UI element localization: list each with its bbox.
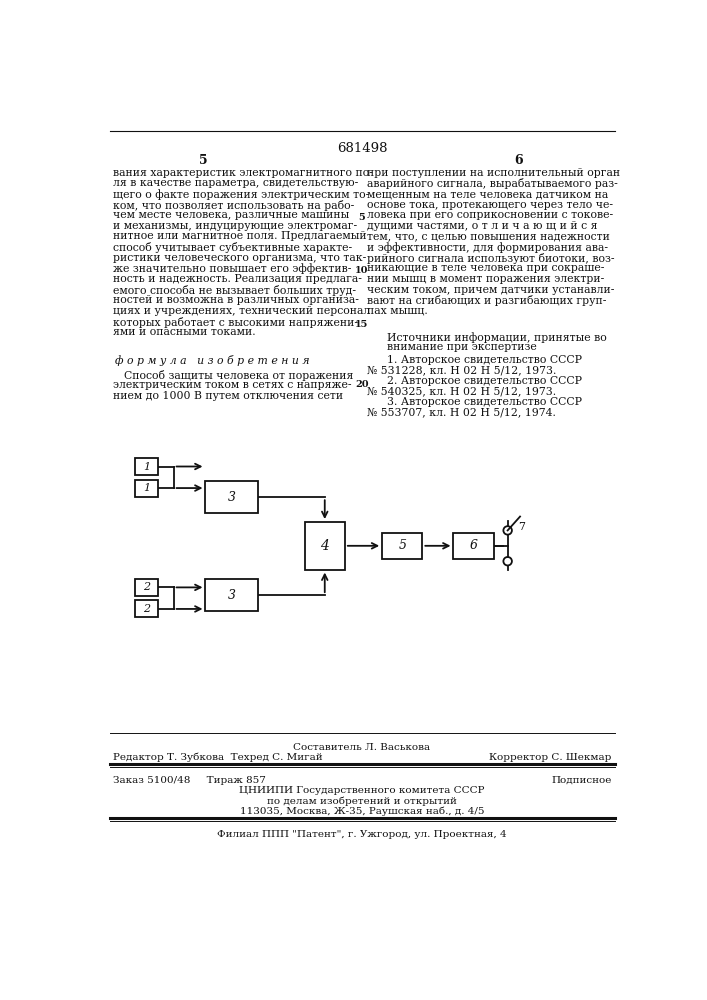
- Text: нитное или магнитное поля. Предлагаемый: нитное или магнитное поля. Предлагаемый: [113, 231, 367, 241]
- Text: аварийного сигнала, вырабатываемого раз-: аварийного сигнала, вырабатываемого раз-: [368, 178, 618, 189]
- Text: 681498: 681498: [337, 142, 387, 155]
- Text: 3: 3: [228, 491, 235, 504]
- Text: Способ защиты человека от поражения: Способ защиты человека от поражения: [124, 370, 354, 381]
- Text: внимание при экспертизе: внимание при экспертизе: [387, 342, 537, 352]
- Text: Корректор С. Шекмар: Корректор С. Шекмар: [489, 753, 612, 762]
- Text: электрическим током в сетях с напряже-: электрическим током в сетях с напряже-: [113, 380, 351, 390]
- Text: ЦНИИПИ Государственного комитета СССР: ЦНИИПИ Государственного комитета СССР: [239, 786, 485, 795]
- Text: которых работает с высокими напряжени-: которых работает с высокими напряжени-: [113, 317, 358, 328]
- Text: чем месте человека, различные машины: чем месте человека, различные машины: [113, 210, 349, 220]
- Text: 5: 5: [358, 213, 366, 222]
- Text: ля в качестве параметра, свидетельствую-: ля в качестве параметра, свидетельствую-: [113, 178, 358, 188]
- Bar: [305, 522, 345, 570]
- Text: ловека при его соприкосновении с токове-: ловека при его соприкосновении с токове-: [368, 210, 614, 220]
- Text: 5: 5: [199, 154, 207, 167]
- Text: способ учитывает субъективные характе-: способ учитывает субъективные характе-: [113, 242, 352, 253]
- Text: 2. Авторское свидетельство СССР: 2. Авторское свидетельство СССР: [387, 376, 582, 386]
- Text: вания характеристик электромагнитного по-: вания характеристик электромагнитного по…: [113, 168, 373, 178]
- Bar: [135, 600, 158, 617]
- Text: пах мышц.: пах мышц.: [368, 306, 428, 316]
- Text: 1. Авторское свидетельство СССР: 1. Авторское свидетельство СССР: [387, 355, 582, 365]
- Text: 4: 4: [320, 539, 329, 553]
- Text: 3: 3: [228, 589, 235, 602]
- Text: ностей и возможна в различных организа-: ностей и возможна в различных организа-: [113, 295, 359, 305]
- Text: же значительно повышает его эффектив-: же значительно повышает его эффектив-: [113, 263, 351, 274]
- Text: Подписное: Подписное: [551, 776, 612, 785]
- Text: Источники информации, принятые во: Источники информации, принятые во: [387, 332, 607, 343]
- Text: ность и надежность. Реализация предлага-: ность и надежность. Реализация предлага-: [113, 274, 362, 284]
- Text: 7: 7: [518, 522, 525, 532]
- Text: емого способа не вызывает больших труд-: емого способа не вызывает больших труд-: [113, 285, 356, 296]
- Text: 1: 1: [143, 483, 150, 493]
- Text: никающие в теле человека при сокраше-: никающие в теле человека при сокраше-: [368, 263, 604, 273]
- Text: мещенным на теле человека датчиком на: мещенным на теле человека датчиком на: [368, 189, 609, 199]
- Text: по делам изобретений и открытий: по делам изобретений и открытий: [267, 796, 457, 806]
- Text: дущими частями, о т л и ч а ю щ и й с я: дущими частями, о т л и ч а ю щ и й с я: [368, 221, 598, 231]
- Text: основе тока, протекающего через тело че-: основе тока, протекающего через тело че-: [368, 200, 614, 210]
- Text: 6: 6: [514, 154, 522, 167]
- Text: Составитель Л. Васькова: Составитель Л. Васькова: [293, 743, 431, 752]
- Text: 15: 15: [355, 320, 368, 329]
- Text: щего о факте поражения электрическим то-: щего о факте поражения электрическим то-: [113, 189, 370, 200]
- Bar: [206, 481, 258, 513]
- Text: и механизмы, индуцирующие электромаг-: и механизмы, индуцирующие электромаг-: [113, 221, 357, 231]
- Text: ф о р м у л а   и з о б р е т е н и я: ф о р м у л а и з о б р е т е н и я: [115, 355, 310, 366]
- Text: рийного сигнала используют биотоки, воз-: рийного сигнала используют биотоки, воз-: [368, 253, 615, 264]
- Text: Редактор Т. Зубкова  Техред С. Мигай: Редактор Т. Зубкова Техред С. Мигай: [113, 753, 323, 762]
- Text: ристики человеческого организма, что так-: ристики человеческого организма, что так…: [113, 253, 366, 263]
- Text: Филиал ППП "Патент", г. Ужгород, ул. Проектная, 4: Филиал ППП "Патент", г. Ужгород, ул. Про…: [217, 830, 507, 839]
- Text: 6: 6: [469, 539, 477, 552]
- Text: ческим током, причем датчики устанавли-: ческим током, причем датчики устанавли-: [368, 285, 615, 295]
- Text: 10: 10: [355, 266, 368, 275]
- Text: и эффективности, для формирования ава-: и эффективности, для формирования ава-: [368, 242, 609, 253]
- Text: ком, что позволяет использовать на рабо-: ком, что позволяет использовать на рабо-: [113, 200, 354, 211]
- Bar: [135, 579, 158, 596]
- Text: ями и опасными токами.: ями и опасными токами.: [113, 327, 256, 337]
- Text: 5: 5: [398, 539, 407, 552]
- Bar: [453, 533, 493, 559]
- Text: 3. Авторское свидетельство СССР: 3. Авторское свидетельство СССР: [387, 397, 582, 407]
- Text: 2: 2: [143, 582, 150, 592]
- Text: циях и учреждениях, технический персонал: циях и учреждениях, технический персонал: [113, 306, 370, 316]
- Text: 113035, Москва, Ж-35, Раушская наб., д. 4/5: 113035, Москва, Ж-35, Раушская наб., д. …: [240, 806, 484, 816]
- Bar: [206, 579, 258, 611]
- Text: тем, что, с целью повышения надежности: тем, что, с целью повышения надежности: [368, 231, 610, 241]
- Bar: [382, 533, 422, 559]
- Text: вают на сгибающих и разгибающих груп-: вают на сгибающих и разгибающих груп-: [368, 295, 607, 306]
- Text: нии мышц в момент поражения электри-: нии мышц в момент поражения электри-: [368, 274, 604, 284]
- Text: при поступлении на исполнительный орган: при поступлении на исполнительный орган: [368, 168, 621, 178]
- Text: 2: 2: [143, 604, 150, 614]
- Text: 1: 1: [143, 462, 150, 472]
- Text: Заказ 5100/48     Тираж 857: Заказ 5100/48 Тираж 857: [113, 776, 266, 785]
- Bar: [135, 458, 158, 475]
- Bar: [135, 480, 158, 497]
- Text: № 540325, кл. Н 02 Н 5/12, 1973.: № 540325, кл. Н 02 Н 5/12, 1973.: [368, 386, 556, 396]
- Text: № 553707, кл. Н 02 Н 5/12, 1974.: № 553707, кл. Н 02 Н 5/12, 1974.: [368, 408, 556, 418]
- Text: нием до 1000 В путем отключения сети: нием до 1000 В путем отключения сети: [113, 391, 344, 401]
- Text: 20: 20: [355, 380, 369, 389]
- Text: № 531228, кл. Н 02 Н 5/12, 1973.: № 531228, кл. Н 02 Н 5/12, 1973.: [368, 365, 556, 375]
